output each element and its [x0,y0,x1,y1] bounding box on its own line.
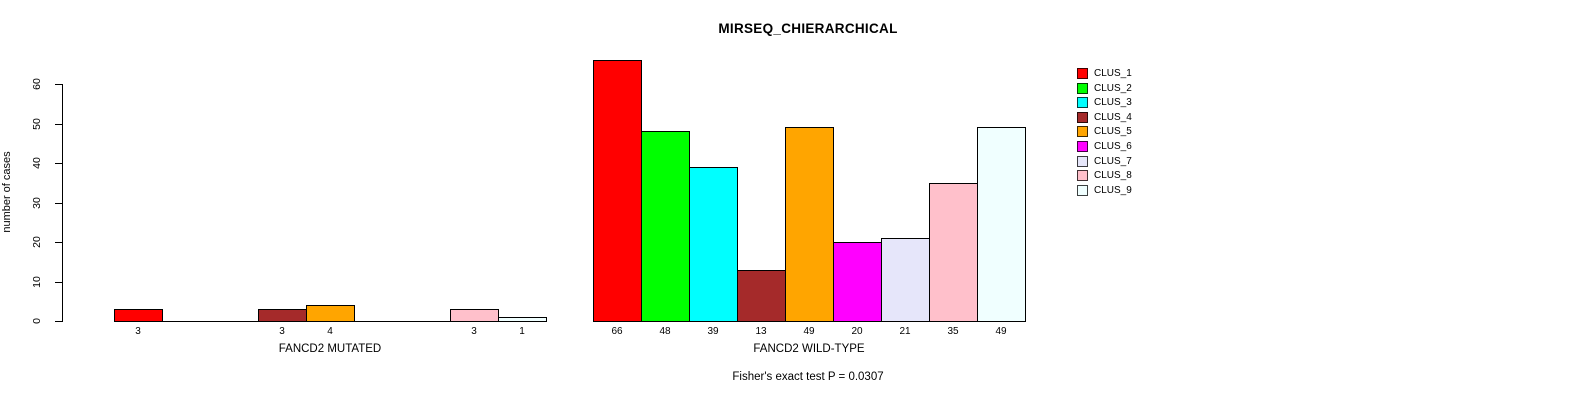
legend-swatch-icon [1077,140,1088,152]
bar-value-label: 20 [851,326,863,337]
legend-swatch-icon [1077,111,1088,123]
bar-clus_5 [785,127,834,322]
legend-swatch-icon [1077,155,1088,167]
group-axis-label: FANCD2 MUTATED [278,343,382,355]
y-tick-label: 30 [31,197,43,209]
legend-label: CLUS_2 [1094,82,1132,94]
bar-value-label: 3 [279,326,285,337]
legend-label: CLUS_5 [1094,125,1132,137]
bar-value-label: 21 [899,326,911,337]
bar-clus_8 [450,309,499,322]
bar-value-label: 39 [707,326,719,337]
y-tick-label: 0 [31,318,43,324]
legend-item-clus_6: CLUS_6 [1077,140,1132,152]
legend-item-clus_2: CLUS_2 [1077,82,1132,94]
bar-clus_9 [977,127,1026,322]
bar-clus_6 [833,242,882,322]
legend-swatch-icon [1077,184,1088,196]
y-axis-label: number of cases [1,151,13,233]
chart-title: MIRSEQ_CHIERARCHICAL [718,21,898,36]
bar-clus_3 [689,167,738,322]
bar-clus_1 [114,309,163,322]
legend-item-clus_4: CLUS_4 [1077,111,1132,123]
y-tick-mark [55,282,62,283]
bar-value-label: 4 [327,326,333,337]
legend-item-clus_5: CLUS_5 [1077,125,1132,137]
legend-label: CLUS_4 [1094,111,1132,123]
y-tick-mark [55,124,62,125]
bar-group-wild-type [593,0,1026,322]
bar-clus_5 [306,305,355,322]
legend-label: CLUS_7 [1094,155,1132,167]
y-tick-label: 40 [31,157,43,169]
bar-clus_8 [929,183,978,322]
bar-clus_4 [258,309,307,322]
bar-value-label: 3 [471,326,477,337]
bar-value-label: 48 [659,326,671,337]
legend-label: CLUS_1 [1094,67,1132,79]
legend-swatch-icon [1077,169,1088,181]
legend-item-clus_7: CLUS_7 [1077,155,1132,167]
legend-swatch-icon [1077,96,1088,108]
bar-value-label: 49 [995,326,1007,337]
legend-label: CLUS_3 [1094,96,1132,108]
bar-value-label: 66 [611,326,623,337]
legend-swatch-icon [1077,67,1088,79]
legend: CLUS_1 CLUS_2 CLUS_3 CLUS_4 CLUS_5 CLUS_6 CLUS… [1077,0,1237,200]
bar-value-label: 13 [755,326,767,337]
legend-item-clus_3: CLUS_3 [1077,96,1132,108]
bar-clus_2 [641,131,690,322]
legend-item-clus_9: CLUS_9 [1077,184,1132,196]
y-tick-label: 20 [31,236,43,248]
bar-value-label: 35 [947,326,959,337]
y-tick-mark [55,84,62,85]
y-tick-mark [55,163,62,164]
bar-value-label: 49 [803,326,815,337]
fisher-test-note: Fisher's exact test P = 0.0307 [732,371,884,383]
y-axis-line [62,84,63,322]
bar-clus_7 [881,238,930,322]
group-axis-label: FANCD2 WILD-TYPE [753,343,865,355]
y-tick-label: 60 [31,78,43,90]
legend-label: CLUS_6 [1094,140,1132,152]
legend-item-clus_8: CLUS_8 [1077,169,1132,181]
legend-label: CLUS_9 [1094,184,1132,196]
bar-group-mutated [114,0,547,322]
bar-clus_9 [498,317,547,322]
legend-swatch-icon [1077,125,1088,137]
y-tick-mark [55,203,62,204]
y-tick-mark [55,242,62,243]
legend-swatch-icon [1077,82,1088,94]
bar-value-label: 1 [519,326,525,337]
legend-label: CLUS_8 [1094,169,1132,181]
y-tick-label: 50 [31,118,43,130]
bar-value-label: 3 [135,326,141,337]
bar-clus_1 [593,60,642,322]
y-tick-label: 10 [31,276,43,288]
legend-item-clus_1: CLUS_1 [1077,67,1132,79]
bar-clus_4 [737,270,786,322]
y-tick-mark [55,321,62,322]
